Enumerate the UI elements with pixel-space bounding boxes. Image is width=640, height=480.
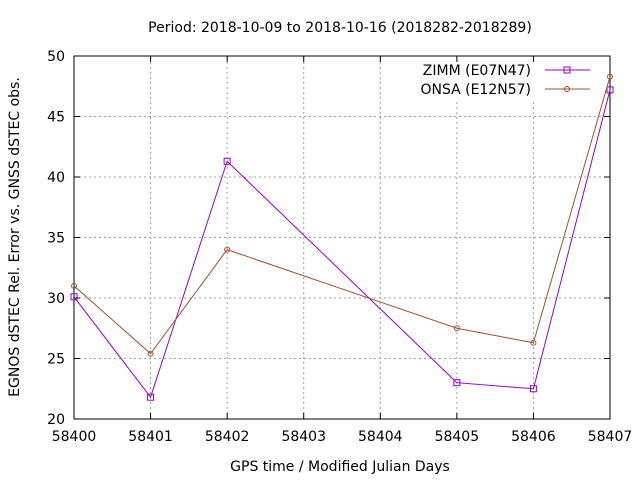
x-tick-label: 58402 [205, 429, 250, 445]
x-tick-labels: 58400 58401 58402 58403 58404 58405 58406 58407 [52, 429, 633, 445]
y-tick-label: 30 [47, 291, 65, 307]
y-tick-labels: 20 25 30 35 40 45 50 [47, 49, 65, 428]
data-point [606, 86, 614, 94]
data-point [607, 73, 613, 80]
y-tick-label: 50 [47, 49, 65, 65]
x-tick-label: 58404 [358, 429, 403, 445]
x-axis-label: GPS time / Modified Julian Days [230, 459, 450, 475]
legend-label: ONSA (E12N57) [420, 82, 531, 98]
legend: ZIMM (E07N47) ONSA (E12N57) [420, 63, 590, 98]
x-tick-label: 58403 [281, 429, 326, 445]
chart-title: Period: 2018-10-09 to 2018-10-16 (201828… [148, 20, 532, 36]
x-tick-label: 58400 [52, 429, 97, 445]
series-line [73, 89, 611, 399]
data-point [530, 339, 537, 346]
y-tick-label: 40 [47, 170, 65, 186]
axis-ticks [73, 55, 611, 420]
data-point [224, 246, 231, 253]
legend-label: ZIMM (E07N47) [423, 63, 531, 79]
data-point [453, 379, 461, 387]
y-tick-label: 45 [47, 110, 65, 126]
y-tick-label: 35 [47, 231, 65, 247]
series-1 [71, 73, 613, 357]
y-tick-label: 25 [47, 352, 65, 368]
x-tick-label: 58405 [435, 429, 480, 445]
data-point [70, 293, 78, 301]
series-0 [70, 86, 614, 401]
legend-marker [563, 66, 571, 74]
data-point [147, 393, 155, 401]
data-point [71, 282, 77, 289]
x-tick-label: 58401 [128, 429, 173, 445]
data-point [529, 385, 537, 393]
grid-lines [74, 56, 610, 419]
data-point [453, 325, 460, 332]
data-point [223, 157, 231, 165]
y-axis-label: EGNOS dSTEC Rel. Error vs. GNSS dSTEC ob… [7, 77, 23, 397]
y-tick-label: 20 [47, 412, 65, 428]
x-tick-label: 58407 [588, 429, 633, 445]
series-line [73, 76, 611, 355]
legend-marker [564, 86, 570, 92]
data-point [147, 350, 154, 357]
series-layer [70, 73, 614, 401]
x-tick-label: 58406 [511, 429, 556, 445]
